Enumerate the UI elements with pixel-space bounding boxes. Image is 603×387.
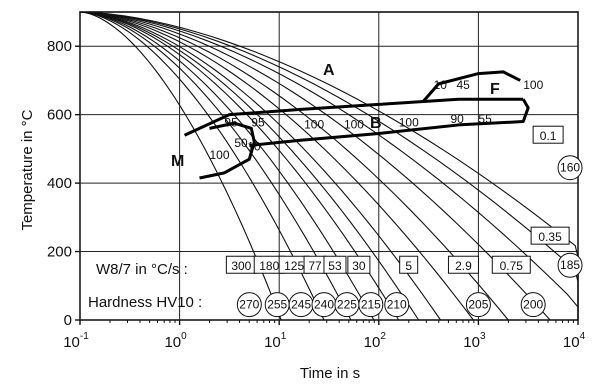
cooling-curve xyxy=(79,11,352,321)
hardness-value: 225 xyxy=(337,298,357,312)
x-tick-label: 102 xyxy=(364,331,387,351)
hardness-value: 245 xyxy=(291,298,311,312)
cooling-curve xyxy=(79,11,375,321)
cooling-curve xyxy=(79,11,400,321)
cooling-rate-value: 0.35 xyxy=(538,230,562,244)
cooling-rate-box xyxy=(532,125,564,144)
bainite-start-line xyxy=(183,97,524,137)
y-tick-label: 200 xyxy=(47,244,72,261)
cooling-rate-value: 2.9 xyxy=(455,259,472,273)
cooling-curve xyxy=(79,11,325,321)
region-ferrite-label: F xyxy=(490,81,500,98)
percent-label: 100 xyxy=(209,148,229,162)
hardness-value: 160 xyxy=(560,161,580,175)
percent-label: 100 xyxy=(399,116,419,130)
cooling-rate-box xyxy=(530,226,570,245)
hardness-circle xyxy=(557,252,583,278)
axis-ticks: 0 200 400 600 800 10-1 100 101 102 103 104 xyxy=(47,38,586,351)
percent-label: 55 xyxy=(478,112,492,126)
cooling-curve xyxy=(79,11,509,321)
transformation-boundaries xyxy=(183,70,530,180)
percent-label: 10 xyxy=(434,78,448,92)
cooling-rate-value: 53 xyxy=(328,259,342,273)
y-tick-label: 800 xyxy=(47,38,72,55)
cooling-rate-value: 5 xyxy=(405,259,412,273)
cooling-rate-value: 0.1 xyxy=(540,129,557,143)
cooling-rate-value: 0.75 xyxy=(500,259,524,273)
y-axis-label: Temperature in °C xyxy=(19,109,36,230)
x-axis-label: Time in s xyxy=(300,365,360,382)
hardness-row-label: Hardness HV10 : xyxy=(88,294,202,311)
y-tick-label: 600 xyxy=(47,107,72,124)
cooling-rate-row-label: W8/7 in °C/s : xyxy=(96,261,188,278)
martensite-boundary xyxy=(199,121,256,180)
cooling-curve xyxy=(79,11,474,321)
percent-label: 45 xyxy=(456,78,470,92)
percent-label: 95 xyxy=(251,116,265,130)
region-austenite-label: A xyxy=(323,62,335,79)
hardness-circle xyxy=(384,292,410,318)
x-tick-label: 103 xyxy=(463,331,486,351)
percent-label: 10 xyxy=(247,140,261,154)
hardness-circle xyxy=(236,292,262,318)
cooling-curve xyxy=(79,11,282,321)
hardness-value: 255 xyxy=(267,298,287,312)
hardness-value: 215 xyxy=(361,298,381,312)
y-tick-label: 400 xyxy=(47,175,72,192)
cooling-rate-box xyxy=(323,255,347,274)
region-martensite-label: M xyxy=(171,153,184,170)
cooling-rate-value: 30 xyxy=(352,259,366,273)
percent-label: 90 xyxy=(451,112,465,126)
bainite-finish-line xyxy=(249,98,530,147)
region-bainite-label: B xyxy=(370,115,382,132)
hardness-circles: 270 255 245 240 225 215 210 205 200 185 160 xyxy=(236,155,583,318)
grid-lines xyxy=(79,12,579,321)
cooling-rate-value: 77 xyxy=(308,259,322,273)
x-tick-label: 10-1 xyxy=(63,331,89,351)
hardness-value: 270 xyxy=(239,298,259,312)
percent-label: 95 xyxy=(224,116,238,130)
percent-label: 100 xyxy=(304,117,324,131)
percent-label: 100 xyxy=(344,117,364,131)
cooling-curve xyxy=(79,11,551,321)
y-tick-label: 0 xyxy=(64,312,72,329)
cooling-rate-box xyxy=(491,255,531,274)
x-tick-label: 101 xyxy=(264,331,287,351)
hardness-value: 240 xyxy=(314,298,334,312)
percent-label: 50 xyxy=(234,136,248,150)
ferrite-start-line xyxy=(422,70,521,102)
cooling-rate-box xyxy=(447,255,479,274)
hardness-circle xyxy=(557,155,583,181)
x-tick-label: 100 xyxy=(164,331,187,351)
cooling-curve xyxy=(79,11,420,321)
cooling-curve xyxy=(79,11,442,321)
hardness-value: 200 xyxy=(523,298,543,312)
cooling-rate-value: 300 xyxy=(231,259,251,273)
hardness-value: 210 xyxy=(387,298,407,312)
hardness-value: 205 xyxy=(468,298,488,312)
hardness-circle xyxy=(465,292,491,318)
hardness-circle xyxy=(358,292,384,318)
cooling-rate-value: 180 xyxy=(259,259,279,273)
cooling-rate-value: 125 xyxy=(284,259,304,273)
percent-label: 100 xyxy=(523,78,543,92)
x-tick-label: 104 xyxy=(563,331,586,351)
cooling-rate-box xyxy=(399,255,419,274)
hardness-value: 185 xyxy=(560,258,580,272)
hardness-circle xyxy=(520,292,546,318)
cooling-rate-box xyxy=(347,255,371,274)
cooling-rate-boxes: 300 180 125 77 53 30 5 2.9 0.75 0.35 0.1 xyxy=(225,125,570,274)
